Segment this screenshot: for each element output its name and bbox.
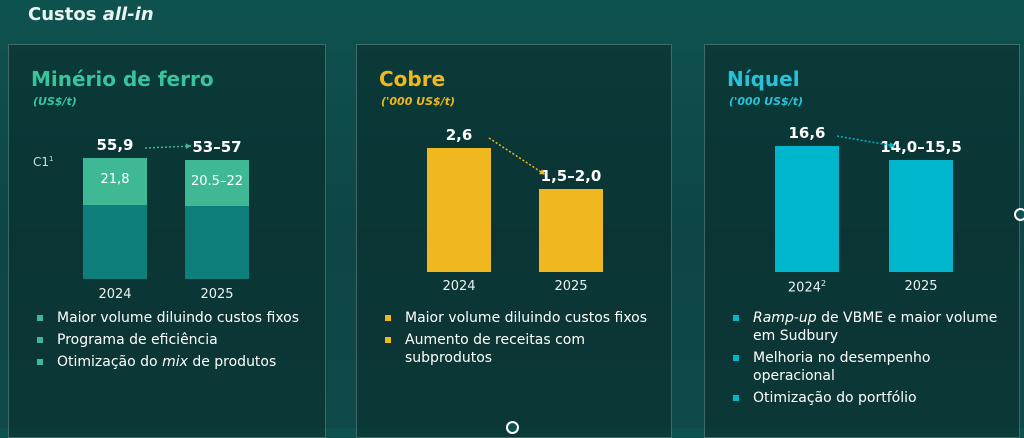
year-label: 20242: [787, 279, 827, 296]
bar-value-label: 14,0–15,5: [880, 138, 962, 157]
bar-2024: [427, 148, 491, 272]
bullet-square-icon: [733, 315, 739, 321]
year-label: 2025: [200, 287, 234, 302]
iron-ore-panel: Minério de ferro (US$/t) C11 21,8 55,9 202…: [8, 44, 326, 438]
copper-unit: ('000 US$/t): [381, 95, 455, 108]
copper-panel: Cobre ('000 US$/t) 2,6 2024 1,5–2,0 2025 Ma…: [356, 44, 672, 438]
bullet-square-icon: [37, 315, 43, 321]
bullet-square-icon: [37, 337, 43, 343]
page-title: Custos all-in: [28, 4, 154, 25]
bullet-item: Otimização do portfólio: [729, 389, 999, 407]
bar-value-label: 2,6: [445, 126, 473, 144]
nickel-title: Níquel: [727, 67, 800, 91]
bullet-item: Melhoria no desempenho operacional: [729, 349, 999, 385]
iron-ore-unit: (US$/t): [33, 95, 77, 108]
bar-2025: [539, 188, 603, 272]
copper-title: Cobre: [379, 67, 446, 91]
year-label: 2025: [554, 279, 588, 294]
bullet-square-icon: [385, 337, 391, 343]
bullet-item: Maior volume diluindo custos fixos: [381, 309, 651, 327]
bullet-item: Aumento de receitas com subprodutos: [381, 331, 651, 367]
c1-label: C11: [33, 155, 54, 169]
trend-arrow-icon: [836, 135, 896, 148]
trend-arrow-icon: [488, 137, 546, 176]
bar-2024: [775, 146, 839, 272]
bar-value-label: 55,9: [96, 135, 134, 154]
bullet-item: Ramp-up de VBME e maior volume em Sudbur…: [729, 309, 999, 345]
bullet-square-icon: [37, 359, 43, 365]
c1-segment-label: 20.5–22: [191, 173, 243, 189]
c1-segment-2024: [83, 157, 147, 205]
bullet-square-icon: [733, 395, 739, 401]
copper-bullets: Maior volume diluindo custos fixos Aumen…: [381, 309, 651, 371]
year-label: 2025: [904, 279, 938, 294]
bullet-square-icon: [385, 315, 391, 321]
bar-value-label: 53–57: [192, 137, 242, 156]
edge-dot-icon: [1014, 208, 1024, 221]
iron-ore-bullets: Maior volume diluindo custos fixos Progr…: [33, 309, 303, 375]
bar-value-label: 16,6: [788, 124, 826, 142]
bullet-item: Maior volume diluindo custos fixos: [33, 309, 303, 327]
c1-segment-2025: [185, 159, 249, 206]
c1-segment-label: 21,8: [100, 172, 130, 188]
year-label: 2024: [442, 279, 476, 294]
iron-ore-title: Minério de ferro: [31, 67, 214, 91]
bullet-item: Programa de eficiência: [33, 331, 303, 349]
trend-arrow-icon: [144, 142, 192, 149]
nickel-unit: ('000 US$/t): [729, 95, 803, 108]
bar-value-label: 1,5–2,0: [540, 166, 602, 185]
bar-2025: [889, 160, 953, 272]
year-label: 2024: [98, 287, 132, 302]
bullet-item: Otimização do mix de produtos: [33, 353, 303, 371]
nickel-panel: Níquel ('000 US$/t) 16,6 20242 14,0–15,5 20…: [704, 44, 1020, 438]
bullet-square-icon: [733, 355, 739, 361]
nickel-bullets: Ramp-up de VBME e maior volume em Sudbur…: [729, 309, 999, 411]
